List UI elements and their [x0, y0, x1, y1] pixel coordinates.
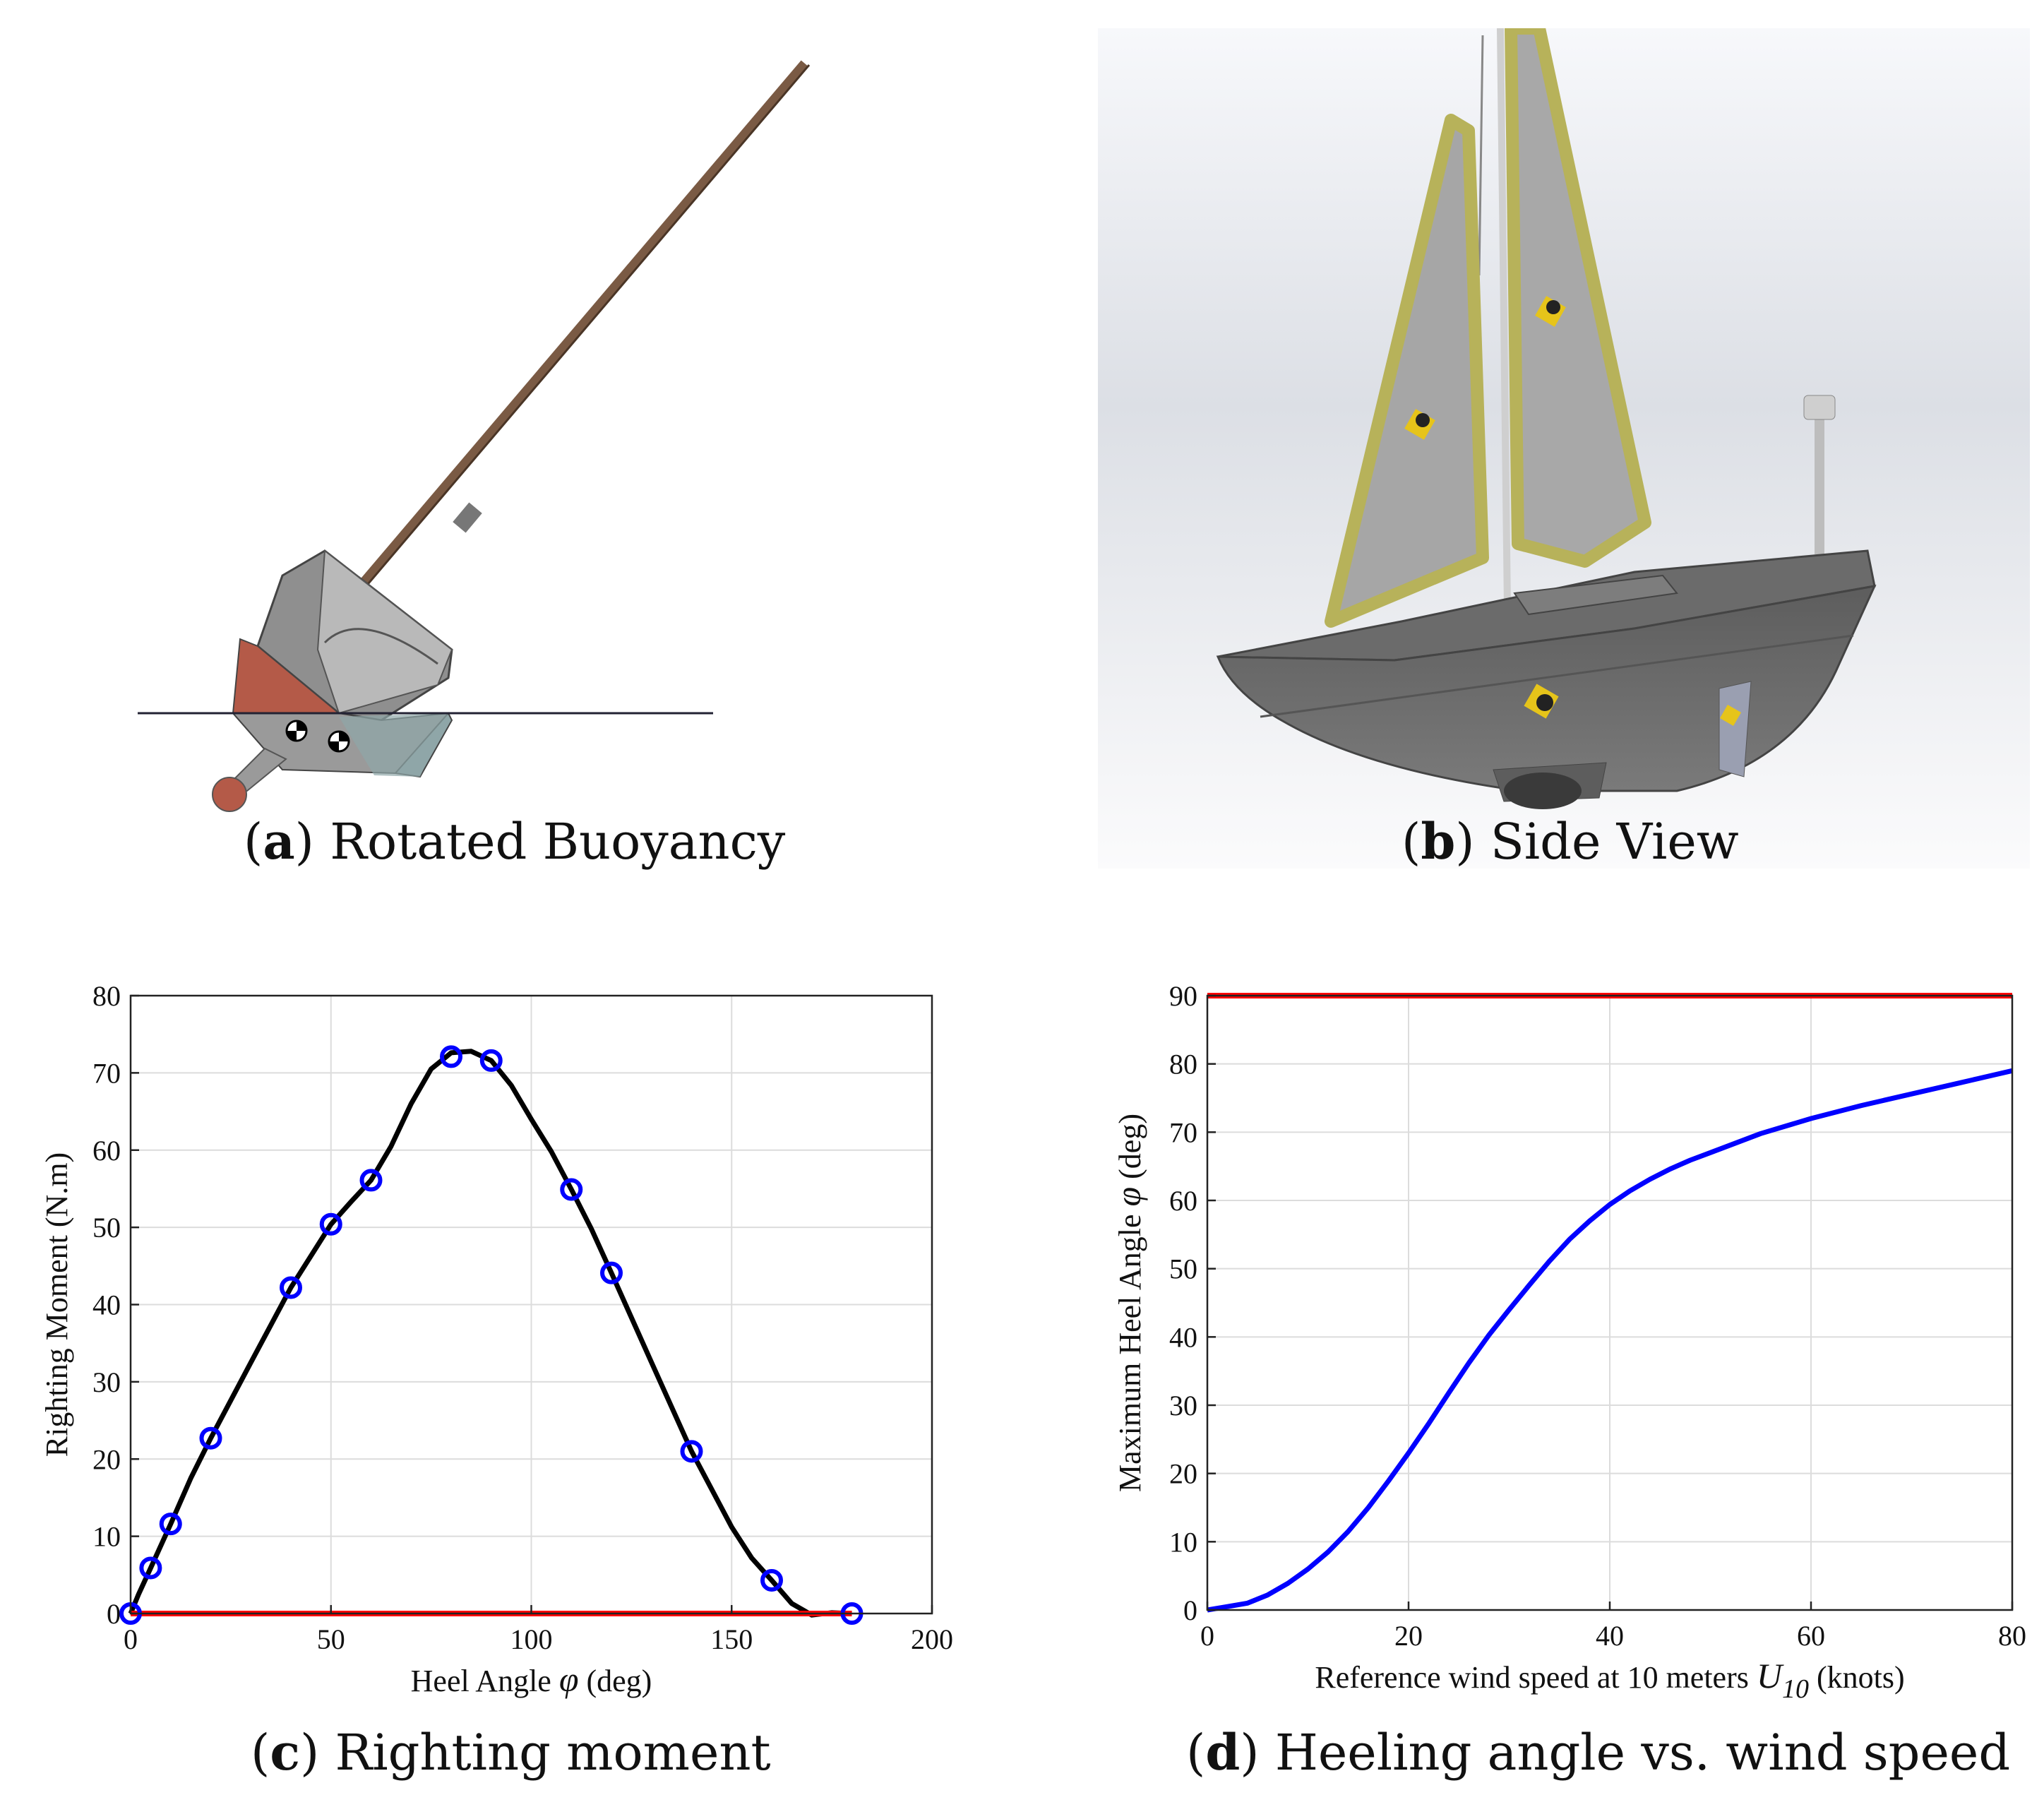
caption-c: (c) Righting moment: [251, 1723, 771, 1782]
y-tick-label: 40: [1169, 1321, 1197, 1353]
panel-d-heeling-angle: 0 20 40 60 80 0 10 20 30 40 50 60 70 80 90 Reference wi…: [1101, 967, 2040, 1737]
heel-angle-curve: [1207, 1068, 2013, 1613]
y-axis-label: Maximum Heel Angle φ (deg): [1108, 1114, 1148, 1492]
mast-fitting: [453, 502, 482, 533]
keel: [224, 747, 287, 792]
hull-body: [1216, 585, 1877, 792]
x-axis-label-unit: (deg): [579, 1664, 652, 1698]
x-axis-label: Heel Angle φ (deg): [411, 1659, 652, 1699]
mast: [321, 60, 809, 632]
y-tick-label: 0: [1183, 1594, 1197, 1626]
y-tick-label: 20: [1169, 1458, 1197, 1490]
keel-bulb: [212, 777, 247, 812]
data-point-marker: [139, 1556, 162, 1580]
caption-b: (b) Side View: [1401, 812, 1739, 871]
x-tick-label: 200: [911, 1623, 953, 1655]
caption-d: (d) Heeling angle vs. wind speed: [1186, 1723, 2011, 1782]
jib-cg-marker: [1404, 409, 1435, 440]
data-point-marker: [440, 1045, 462, 1068]
panel-b-side-view: [1098, 22, 2030, 869]
y-axis-label-text: Maximum Heel Angle: [1113, 1207, 1147, 1493]
x-tick-label: 0: [1200, 1620, 1214, 1652]
y-tick-label: 10: [92, 1521, 121, 1553]
x-tick-label: 150: [710, 1623, 753, 1655]
rudder-cg-marker: [1719, 704, 1742, 727]
y-tick-label: 70: [1169, 1116, 1197, 1148]
y-tick-label: 10: [1169, 1526, 1197, 1558]
y-tick-label: 30: [1169, 1390, 1197, 1421]
side-view-illustration: [1098, 22, 2030, 869]
panel-a-rotated-buoyancy: [106, 42, 812, 847]
panel-c-righting-moment: 0 50 100 150 200 0 10 20 30 40 50 60 70 80 Heel Angle …: [28, 967, 988, 1737]
x-tick-label: 80: [1998, 1620, 2026, 1652]
sensor-pole: [1815, 413, 1824, 554]
x-axis-label: Reference wind speed at 10 meters U10 (k…: [1315, 1656, 1904, 1704]
data-point-marker: [479, 1049, 503, 1072]
data-point-marker: [600, 1261, 623, 1284]
x-axis-label-symbol: φ: [559, 1659, 579, 1699]
mast-main: [1497, 28, 1511, 608]
data-point-marker: [319, 1212, 342, 1236]
y-tick-label: 80: [1169, 1049, 1197, 1080]
caption-a: (a) Rotated Buoyancy: [244, 812, 786, 871]
rotated-buoyancy-illustration: [138, 60, 811, 812]
main-sail: [1505, 22, 1651, 568]
y-tick-label: 0: [107, 1598, 121, 1630]
heeling-angle-chart: 0 20 40 60 80 0 10 20 30 40 50 60 70 80 90 Reference wi…: [1108, 980, 2026, 1704]
x-axis-label-text: Reference wind speed at 10 meters: [1315, 1660, 1757, 1695]
y-tick-label: 80: [92, 980, 121, 1012]
fitted-curve: [128, 1049, 852, 1618]
y-axis-label-unit: (deg): [1113, 1114, 1147, 1187]
data-point-marker: [199, 1426, 222, 1450]
jib-sail: [1325, 114, 1489, 628]
x-axis-label-unit: (knots): [1809, 1660, 1905, 1695]
y-tick-label: 60: [92, 1135, 121, 1167]
y-tick-label: 70: [92, 1057, 121, 1089]
x-axis-label-symbol: U: [1757, 1656, 1784, 1695]
x-tick-label: 40: [1596, 1620, 1624, 1652]
y-axis-label-symbol: φ: [1108, 1187, 1148, 1207]
rudder: [1719, 681, 1752, 777]
hull-cg-marker: [1524, 684, 1559, 719]
righting-moment-chart: 0 50 100 150 200 0 10 20 30 40 50 60 70 80 Heel Angle …: [40, 980, 953, 1699]
data-point-marker: [760, 1568, 783, 1592]
y-axis-label: Righting Moment (N.m): [40, 1152, 74, 1457]
data-point-marker: [280, 1276, 302, 1299]
x-tick-label: 20: [1394, 1620, 1423, 1652]
x-tick-label: 60: [1797, 1620, 1825, 1652]
y-tick-label: 50: [1169, 1253, 1197, 1285]
x-axis-label-subscript: 10: [1782, 1674, 1809, 1704]
x-tick-label: 100: [510, 1623, 553, 1655]
center-of-buoyancy-marker: [328, 730, 350, 753]
y-tick-label: 20: [92, 1443, 121, 1475]
data-point-marker: [680, 1440, 703, 1463]
x-tick-label: 50: [317, 1623, 345, 1655]
data-point-marker: [159, 1513, 182, 1536]
keel-bulb: [1504, 773, 1582, 809]
y-tick-label: 30: [92, 1366, 121, 1398]
x-tick-label: 0: [124, 1623, 138, 1655]
x-axis-label-text: Heel Angle: [411, 1664, 559, 1698]
y-tick-label: 60: [1169, 1185, 1197, 1217]
y-tick-label: 90: [1169, 980, 1197, 1012]
y-tick-label: 50: [92, 1212, 121, 1244]
center-of-gravity-marker: [285, 720, 308, 742]
main-cg-marker: [1535, 296, 1566, 327]
y-tick-label: 40: [92, 1289, 121, 1321]
data-point-marker: [560, 1178, 583, 1201]
data-point-marker: [359, 1169, 383, 1192]
